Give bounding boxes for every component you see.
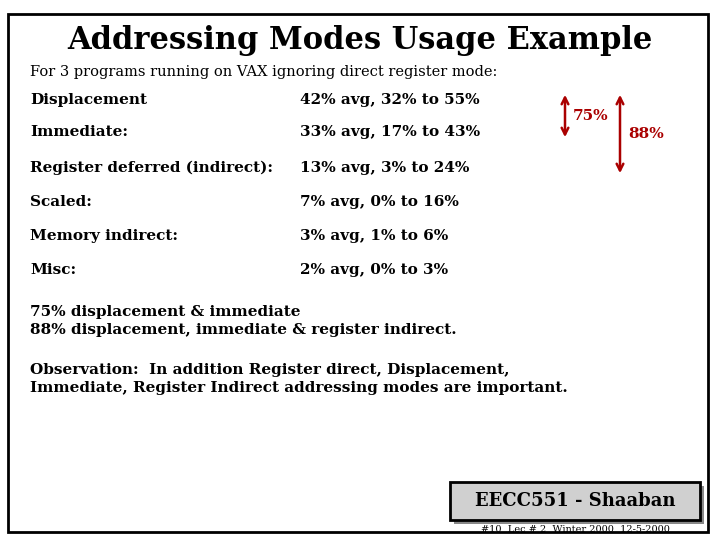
Text: #10  Lec # 2  Winter 2000  12-5-2000: #10 Lec # 2 Winter 2000 12-5-2000 bbox=[480, 524, 670, 534]
Text: 42% avg, 32% to 55%: 42% avg, 32% to 55% bbox=[300, 93, 480, 107]
Text: 75% displacement & immediate: 75% displacement & immediate bbox=[30, 305, 300, 319]
Text: Displacement: Displacement bbox=[30, 93, 147, 107]
Text: 88%: 88% bbox=[628, 127, 664, 141]
Text: 3% avg, 1% to 6%: 3% avg, 1% to 6% bbox=[300, 229, 449, 243]
Text: 7% avg, 0% to 16%: 7% avg, 0% to 16% bbox=[300, 195, 459, 209]
Text: Addressing Modes Usage Example: Addressing Modes Usage Example bbox=[67, 24, 653, 56]
Text: 88% displacement, immediate & register indirect.: 88% displacement, immediate & register i… bbox=[30, 323, 456, 337]
Text: Immediate:: Immediate: bbox=[30, 125, 128, 139]
Text: For 3 programs running on VAX ignoring direct register mode:: For 3 programs running on VAX ignoring d… bbox=[30, 65, 498, 79]
Text: Observation:  In addition Register direct, Displacement,: Observation: In addition Register direct… bbox=[30, 363, 510, 377]
Text: 33% avg, 17% to 43%: 33% avg, 17% to 43% bbox=[300, 125, 480, 139]
Bar bbox=[450, 482, 700, 520]
Text: Scaled:: Scaled: bbox=[30, 195, 92, 209]
Text: 75%: 75% bbox=[573, 109, 608, 123]
Text: Immediate, Register Indirect addressing modes are important.: Immediate, Register Indirect addressing … bbox=[30, 381, 568, 395]
Text: Misc:: Misc: bbox=[30, 263, 76, 277]
Text: 13% avg, 3% to 24%: 13% avg, 3% to 24% bbox=[300, 161, 469, 175]
Text: 2% avg, 0% to 3%: 2% avg, 0% to 3% bbox=[300, 263, 448, 277]
Text: Memory indirect:: Memory indirect: bbox=[30, 229, 178, 243]
Text: Register deferred (indirect):: Register deferred (indirect): bbox=[30, 161, 273, 175]
Text: EECC551 - Shaaban: EECC551 - Shaaban bbox=[474, 492, 675, 510]
Bar bbox=[454, 486, 704, 524]
